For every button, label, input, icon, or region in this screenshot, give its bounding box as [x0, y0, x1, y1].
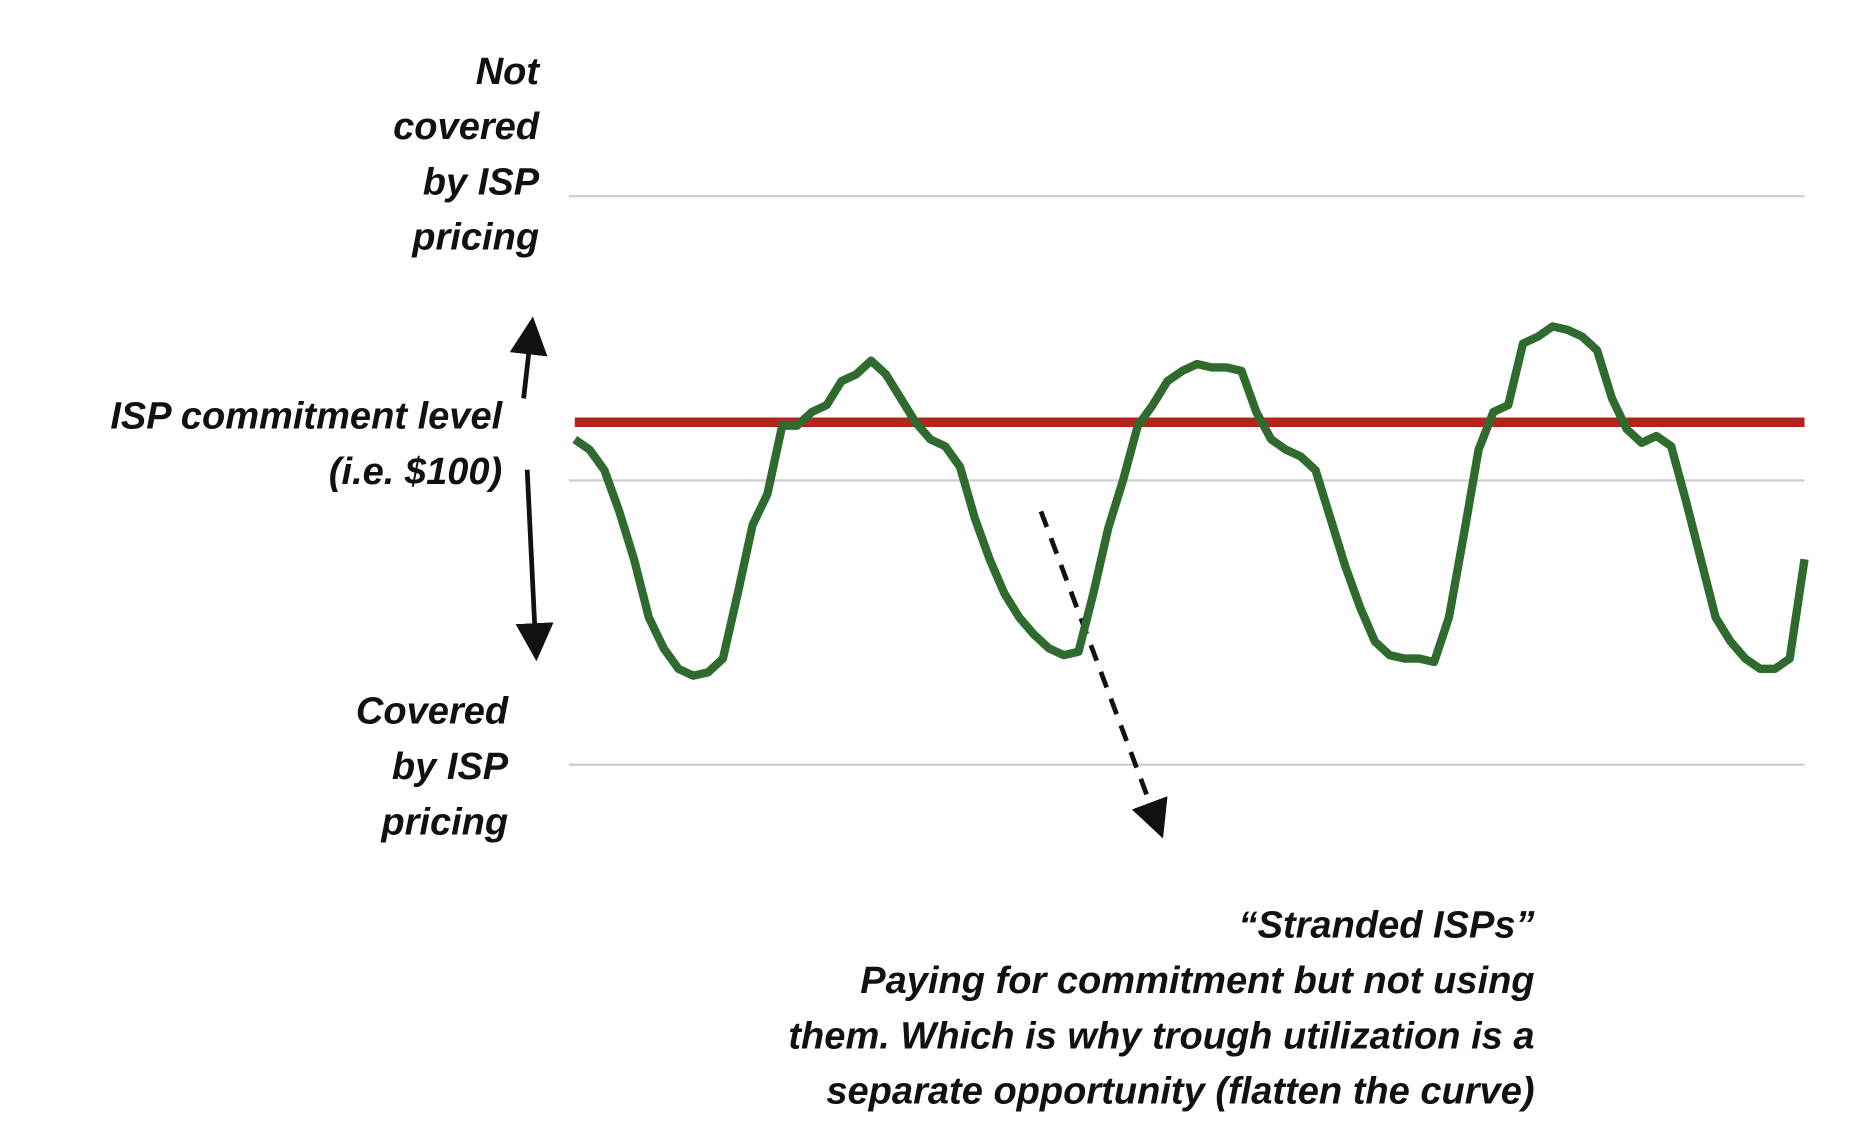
grid [568, 195, 1805, 766]
annotation-text: by ISP [423, 161, 540, 203]
annotation-text: (i.e. $100) [329, 451, 502, 493]
annotation-text: Covered [356, 691, 509, 733]
annotation-text: by ISP [392, 746, 509, 788]
data-line [572, 322, 1809, 680]
annotation-text: covered [393, 106, 540, 148]
annotation-text: them. Which is why trough utilization is… [788, 1015, 1534, 1057]
annotation-text: Paying for commitment but not using [860, 960, 1534, 1002]
annotation-text: pricing [380, 801, 508, 843]
annotation-text: Not [476, 51, 541, 93]
annotation-text: separate opportunity (flatten the curve) [826, 1071, 1534, 1113]
annotation-text: ISP commitment level [110, 396, 503, 438]
annotation-text: pricing [411, 217, 539, 259]
annotation-text: “Stranded ISPs” [1239, 905, 1535, 947]
down-arrow [515, 469, 554, 662]
up-arrow [509, 316, 548, 399]
